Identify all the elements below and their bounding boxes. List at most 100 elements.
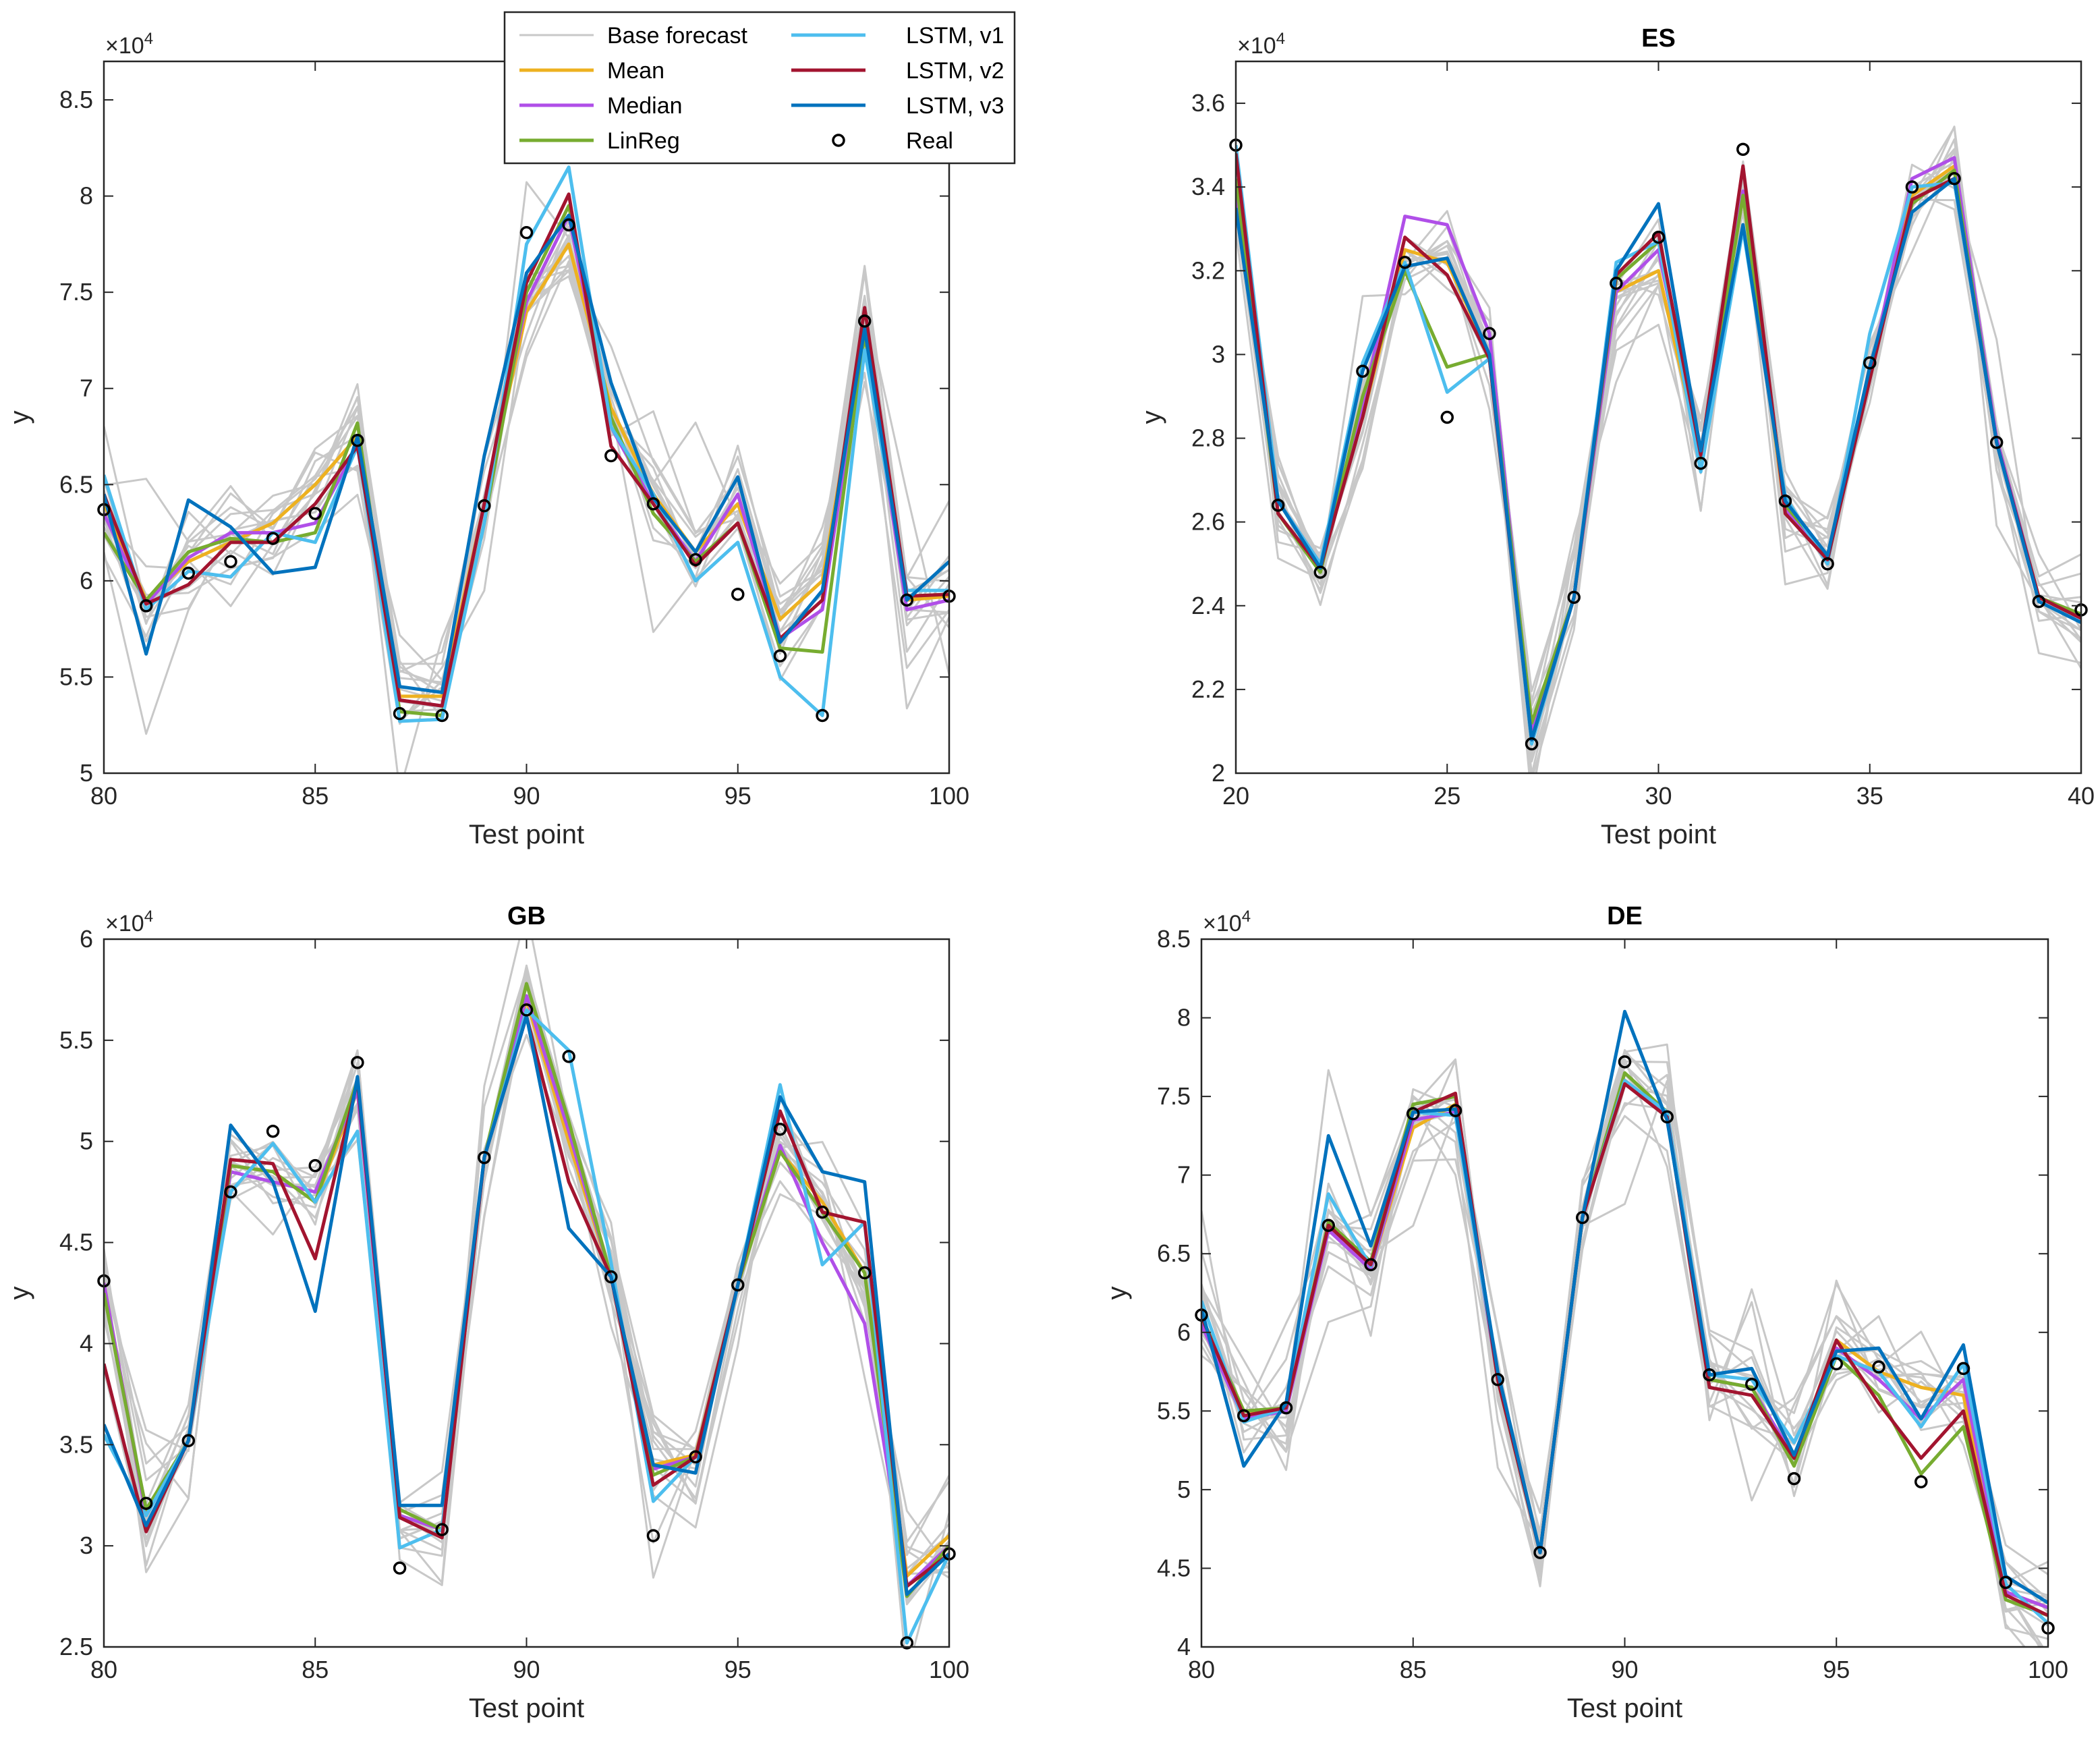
y-tick-label: 8.5 [59,86,93,113]
x-tick-label: 100 [929,782,969,810]
real-point [224,1185,237,1199]
base-forecast-line [1236,150,2081,707]
y-exponent-label: ×104 [105,907,153,936]
y-tick-label: 6 [80,567,93,594]
y-tick-label: 2.6 [1191,508,1225,536]
x-tick-label: 100 [929,1656,969,1683]
y-tick-label: 2.4 [1191,592,1225,619]
real-point [519,226,534,240]
x-tick-label: 95 [725,782,751,810]
x-tick-label: 40 [2068,782,2095,810]
series-line-linreg [104,982,949,1598]
plot-lines [1236,125,2081,773]
plot-area [104,61,949,773]
x-tick-label: 90 [1611,1656,1638,1683]
y-tick-label: 6.5 [1157,1239,1191,1267]
real-point [646,1529,660,1542]
real-point [1525,737,1539,751]
real-point [1448,1104,1463,1117]
real-point [731,1278,745,1292]
real-point [139,599,153,613]
real-point [689,553,702,567]
real-point [1745,1377,1759,1391]
real-point [1440,410,1454,424]
real-point [1313,565,1328,579]
real-point [816,708,829,723]
real-point [519,1003,534,1017]
y-tick-label: 5 [1177,1476,1191,1503]
y-tick-label: 3 [80,1532,93,1559]
real-point [1618,1055,1632,1069]
real-point [816,1205,829,1219]
y-exponent-label: ×104 [1203,907,1251,936]
real-point [308,1158,322,1173]
y-exponent-label: ×104 [1237,30,1285,59]
base-forecast-line [1201,1058,2048,1640]
x-tick-label: 80 [90,1656,117,1683]
series-line-lstm-v1 [1201,1079,2048,1625]
base-forecast-line [1236,125,2081,773]
y-axis-label: y [1137,411,1166,424]
y-tick-label: 6 [80,925,93,953]
y-tick-label: 2 [1212,759,1225,787]
real-point [857,1266,872,1280]
x-tick-label: 95 [725,1656,751,1683]
real-point [393,1561,407,1575]
real-point [731,588,745,601]
panel-title: ES [1641,24,1676,53]
real-point [604,449,618,463]
plot-lines [104,165,949,773]
y-tick-label: 7 [1177,1161,1191,1189]
legend-swatch-real [832,134,845,147]
real-point [1356,364,1369,378]
real-point [478,1150,491,1165]
base-forecast-line [1201,1073,2026,1647]
x-tick-label: 85 [302,782,329,810]
real-point [435,1523,449,1536]
y-exponent-label: ×104 [105,30,153,59]
series-line-lstm-v2 [1236,153,2081,741]
y-tick-label: 8.5 [1157,925,1191,953]
y-tick-label: 3.6 [1191,89,1225,117]
y-tick-label: 5 [80,759,93,787]
series-line-lstm-v3 [1201,1009,2048,1604]
y-tick-label: 5.5 [59,1026,93,1054]
y-tick-label: 5 [80,1127,93,1155]
y-tick-label: 4 [80,1329,93,1357]
legend-label-lstm2: LSTM, v2 [906,58,1004,84]
chart-panel-es: 20 25 30 35 40 2 2.2 2.4 2.6 2.8 3 3.2 3.4 3.6 ×104 ES T… [1137,24,2095,849]
y-tick-label: 5.5 [1157,1397,1191,1424]
x-tick-label: 80 [90,782,117,810]
legend-label-median: Median [607,93,683,119]
real-point [1660,1110,1674,1124]
real-point [2032,594,2046,609]
plot-lines [1201,1009,2048,1647]
real-point [1576,1210,1589,1225]
real-point [1533,1546,1547,1559]
series-line-lstm-v1 [104,165,949,723]
real-point [1483,327,1496,341]
legend-label-real: Real [906,128,953,154]
y-axis-label: y [5,411,34,424]
x-tick-label: 85 [302,1656,329,1683]
y-tick-label: 3 [1212,340,1225,368]
x-axis-label: Test point [1601,820,1716,849]
legend-label-linreg: LinReg [607,128,680,154]
legend: Base forecast Mean Median LinReg LSTM, v1 LST… [503,11,1016,165]
real-point [1407,1107,1420,1121]
real-point [1778,494,1792,508]
real-point [773,649,787,663]
series-line-mean [104,242,949,698]
real-point [1989,435,2004,449]
real-point [604,1270,618,1284]
real-point [1322,1218,1335,1233]
legend-label-mean: Mean [607,58,664,84]
x-tick-label: 100 [2028,1656,2068,1683]
real-point [351,1056,364,1069]
base-forecast-line [104,260,949,723]
real-point [224,555,237,569]
real-point [435,708,449,723]
real-point [1905,180,1919,194]
real-point [1999,1575,2012,1590]
chart-panel-de: 80 85 90 95 100 4 4.5 5 5.5 6 6.5 7 7.5 8 8.5 ×104 DE Tes… [1102,902,2068,1723]
